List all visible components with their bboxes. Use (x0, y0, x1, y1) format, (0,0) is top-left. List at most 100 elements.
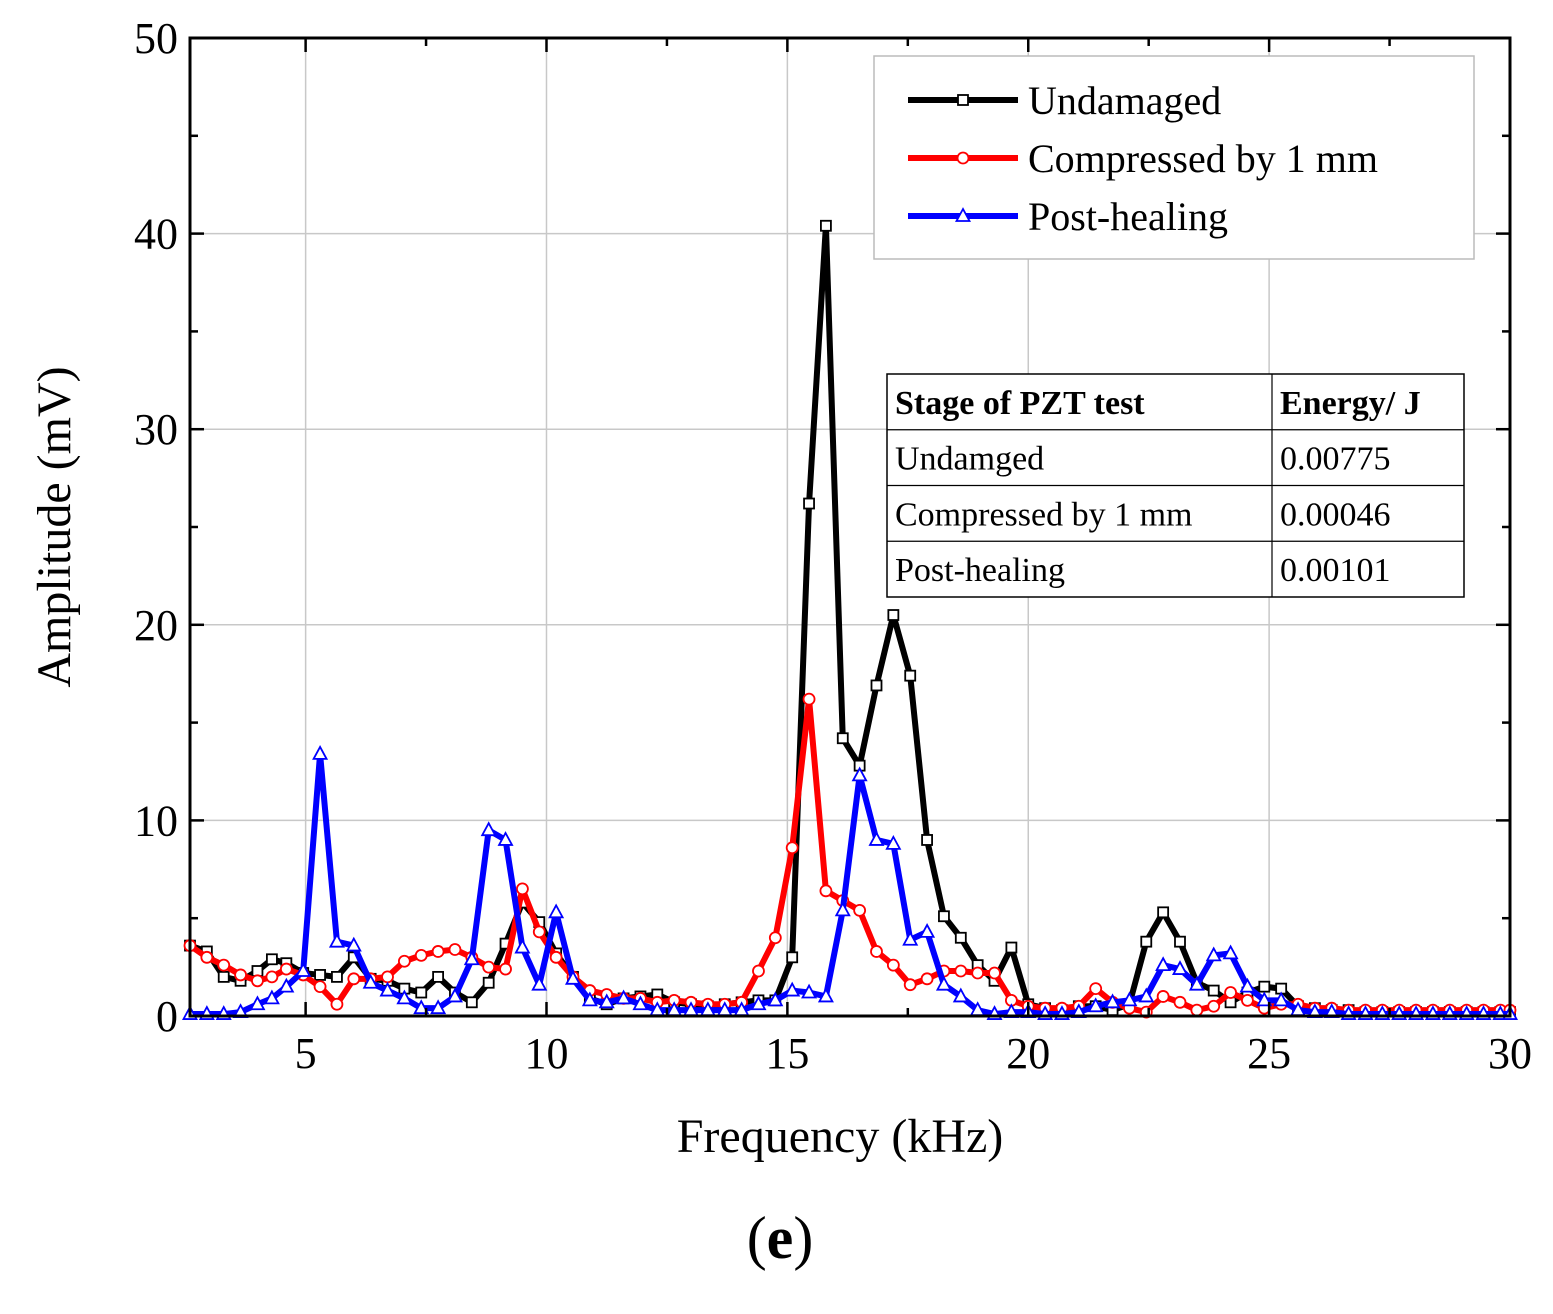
x-tick-label: 25 (1247, 1029, 1291, 1078)
axis-ticks (190, 36, 1512, 1018)
data-point (415, 986, 428, 999)
data-point (347, 972, 361, 986)
x-tick-label: 10 (524, 1029, 568, 1078)
data-point (217, 958, 231, 972)
legend-label: Post-healing (1028, 194, 1228, 239)
data-point (217, 970, 230, 983)
data-point (1256, 991, 1273, 1007)
data-point (870, 679, 883, 692)
data-point (903, 978, 917, 992)
legend-entry: Compressed by 1 mm (908, 136, 1378, 181)
data-point (448, 943, 462, 956)
data-point (265, 970, 279, 984)
data-point (330, 997, 344, 1011)
data-point (921, 834, 933, 846)
panel-label-letter: e (767, 1205, 794, 1271)
data-point (200, 950, 214, 964)
data-point (499, 962, 512, 976)
data-point (820, 219, 832, 232)
data-point (1205, 946, 1222, 962)
panel-label-open: ( (747, 1205, 767, 1271)
data-point (767, 991, 784, 1007)
data-point (381, 970, 394, 984)
data-point (397, 954, 411, 968)
x-tick-label: 5 (295, 1029, 317, 1078)
data-point (1005, 941, 1018, 954)
data-point (1089, 982, 1103, 996)
data-point (904, 669, 917, 682)
data-point (1155, 956, 1172, 972)
data-point (803, 497, 815, 510)
data-point (1138, 987, 1155, 1003)
y-tick-label: 10 (134, 796, 178, 845)
legend-marker (957, 94, 969, 106)
data-point (331, 970, 343, 983)
legend: Undamaged Compressed by 1 mm Post-healing (873, 55, 1475, 260)
data-point (1224, 986, 1237, 999)
legend-label: Compressed by 1 mm (1028, 136, 1378, 181)
data-point (971, 966, 985, 980)
data-point (414, 948, 428, 962)
data-point (870, 945, 883, 958)
data-point (279, 962, 293, 976)
data-point (919, 923, 936, 938)
x-axis-title: Frequency (kHz) (677, 1110, 1004, 1163)
panel-label-close: ) (793, 1205, 813, 1271)
data-point (345, 936, 362, 952)
data-point (432, 970, 445, 983)
data-point (564, 969, 582, 985)
data-point (836, 732, 849, 745)
series-line (187, 222, 1513, 1016)
data-point (549, 950, 563, 964)
legend-entry: Post-healing (908, 194, 1228, 239)
data-point (1157, 906, 1170, 919)
table-cell-energy-post-healing: 0.00101 (1280, 552, 1391, 589)
data-point (819, 884, 833, 898)
data-point (902, 930, 919, 946)
data-point (785, 841, 799, 855)
x-tick-label: 30 (1488, 1029, 1532, 1078)
data-point (234, 968, 247, 982)
table-cell-energy-compressed: 0.00046 (1280, 496, 1391, 533)
y-tick-label: 20 (134, 601, 178, 650)
data-point (531, 975, 548, 991)
data-point (886, 958, 900, 972)
table-header-stage: Stage of PZT test (895, 385, 1145, 422)
legend-marker (956, 151, 970, 165)
data-point (887, 609, 900, 621)
data-point (328, 932, 345, 948)
data-point (885, 834, 902, 850)
data-point (514, 938, 531, 954)
data-point (1104, 993, 1121, 1009)
table-cell-stage-undamaged: Undamged (895, 441, 1044, 478)
data-point (868, 831, 885, 846)
legend-marker (954, 207, 972, 222)
data-point (1190, 1003, 1204, 1017)
data-point (516, 882, 529, 896)
table-header-energy: Energy/ J (1280, 385, 1421, 422)
table-cell-stage-compressed: Compressed by 1 mm (895, 496, 1192, 533)
data-point (834, 901, 851, 917)
data-point (314, 969, 326, 981)
data-point (853, 903, 867, 917)
x-tick-label: 20 (1006, 1029, 1050, 1078)
data-point (1156, 990, 1170, 1003)
series-layer (181, 219, 1519, 1020)
data-point (413, 999, 430, 1015)
data-point (920, 972, 934, 986)
data-point (278, 977, 295, 993)
data-point (1121, 991, 1138, 1007)
data-point (1258, 980, 1271, 993)
data-point (431, 945, 445, 958)
data-point (1207, 984, 1220, 997)
energy-table: Stage of PZT test Energy/ J Undamged 0.0… (886, 373, 1465, 598)
y-tick-label: 0 (156, 992, 178, 1041)
data-point (1241, 993, 1254, 1007)
data-point (1273, 991, 1290, 1007)
data-point (1140, 935, 1153, 948)
data-point (362, 973, 379, 989)
data-point (632, 995, 649, 1011)
data-point (295, 962, 312, 977)
data-point (1174, 935, 1186, 948)
legend-label: Undamaged (1028, 78, 1221, 123)
